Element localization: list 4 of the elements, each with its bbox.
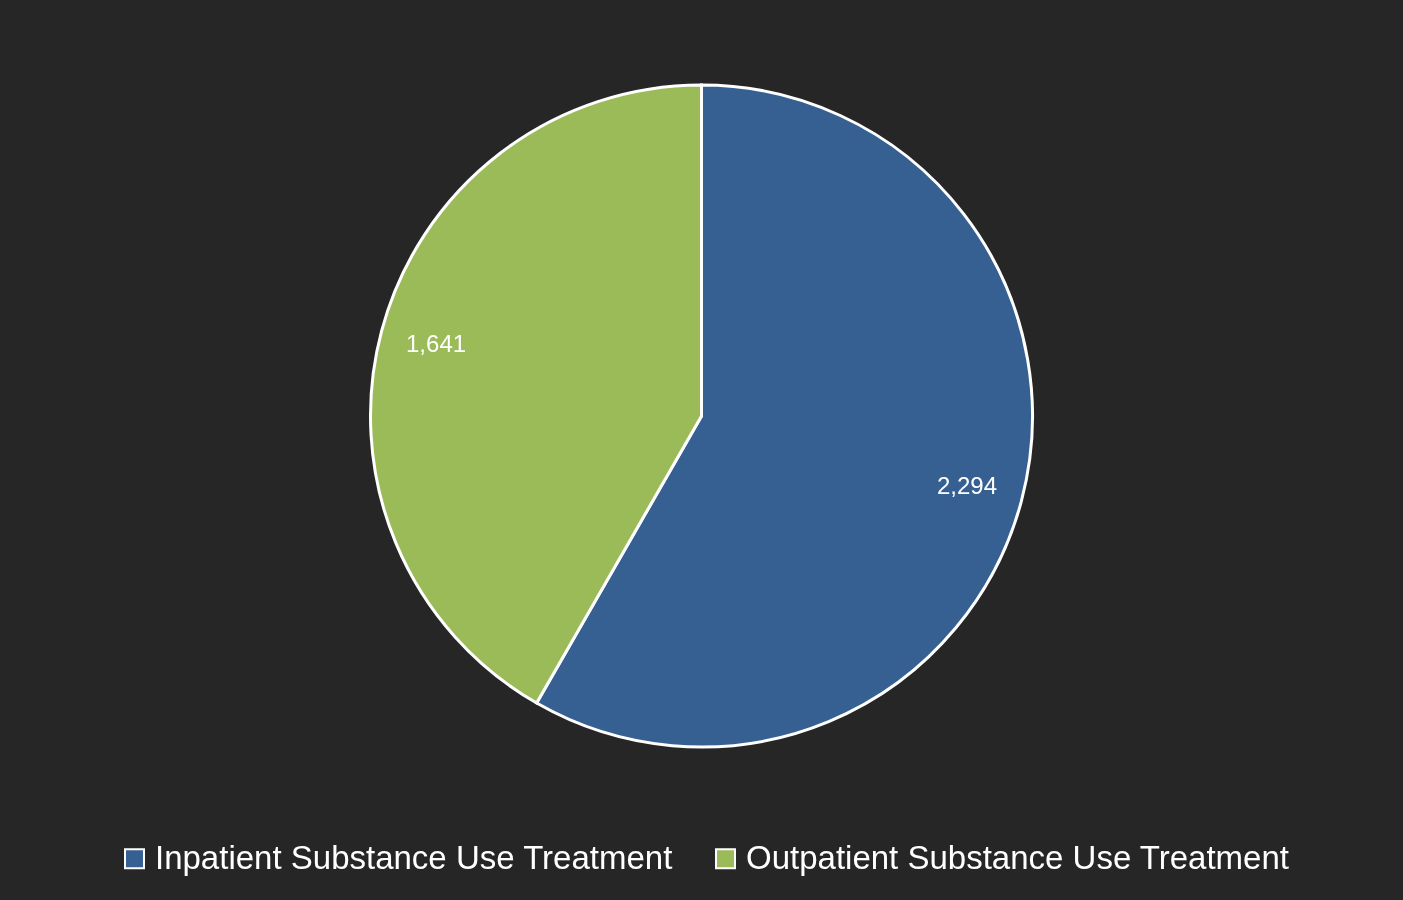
legend-label: Inpatient Substance Use Treatment [155, 838, 673, 876]
data-label: 2,294 [936, 471, 997, 499]
legend-label: Outpatient Substance Use Treatment [746, 838, 1289, 876]
data-label: 1,641 [406, 330, 467, 358]
